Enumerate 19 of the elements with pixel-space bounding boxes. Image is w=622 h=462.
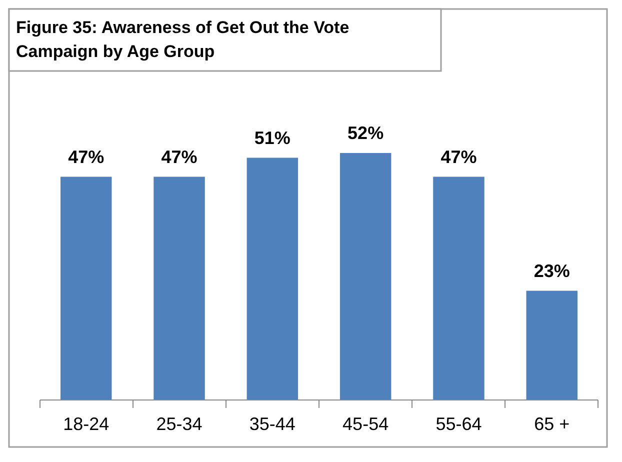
x-tick-label: 55-64	[436, 414, 482, 434]
bar	[526, 290, 578, 400]
bar	[340, 153, 392, 400]
bar	[246, 158, 298, 400]
x-tick-label: 45-54	[342, 414, 389, 434]
x-tick-label: 18-24	[63, 414, 110, 434]
bar	[154, 176, 205, 400]
data-label: 47%	[440, 146, 477, 167]
x-tick-label: 25-34	[156, 414, 202, 434]
bar	[60, 176, 112, 400]
data-label: 47%	[161, 146, 198, 167]
chart-title: Figure 35: Awareness of Get Out the Vote Campaign by Age Group	[16, 18, 350, 61]
data-label: 23%	[534, 260, 570, 281]
x-tick-label: 35-44	[249, 414, 296, 434]
x-tick-label: 65 +	[534, 414, 570, 434]
bar	[433, 176, 484, 400]
data-label: 47%	[68, 146, 104, 167]
data-label: 51%	[254, 128, 290, 148]
data-label: 52%	[348, 123, 384, 143]
